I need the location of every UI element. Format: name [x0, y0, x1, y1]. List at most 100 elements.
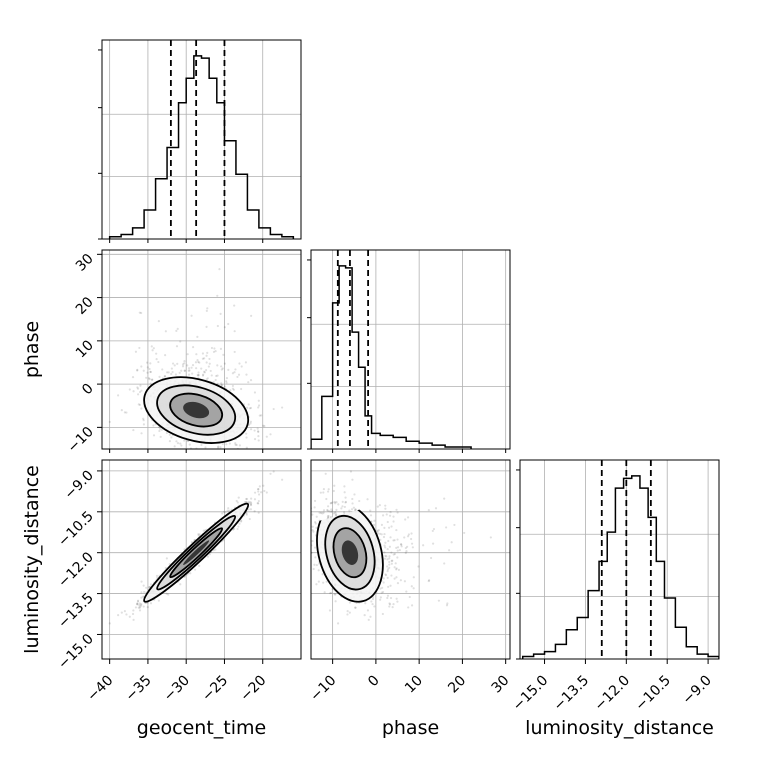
scatter-point: [381, 586, 384, 589]
scatter-point: [429, 556, 433, 560]
scatter-point: [180, 468, 182, 470]
scatter-point: [215, 374, 218, 378]
scatter-point: [138, 606, 141, 609]
scatter-point: [225, 380, 228, 383]
scatter-point: [140, 591, 143, 594]
scatter-point: [437, 599, 441, 602]
scatter-point: [335, 501, 338, 504]
scatter-point: [131, 376, 135, 379]
scatter-point: [238, 522, 241, 525]
scatter-point: [204, 368, 208, 372]
scatter-point: [398, 548, 401, 552]
scatter-point: [389, 596, 393, 600]
scatter-point: [315, 515, 318, 518]
scatter-point: [431, 542, 435, 545]
scatter-point: [123, 610, 126, 613]
scatter-point: [383, 532, 386, 536]
scatter-point: [334, 502, 337, 505]
scatter-point: [308, 533, 310, 535]
scatter-point: [422, 544, 425, 547]
scatter-point: [364, 602, 367, 605]
scatter-point: [445, 604, 449, 607]
scatter-point: [319, 511, 323, 515]
x-axis-label-phase: phase: [382, 717, 439, 739]
scatter-point: [249, 420, 253, 423]
scatter-point: [173, 364, 176, 367]
scatter-point: [219, 312, 222, 315]
scatter-point: [120, 611, 123, 614]
scatter-point: [168, 440, 171, 443]
scatter-point: [205, 378, 208, 381]
scatter-point: [247, 403, 250, 406]
scatter-point: [170, 367, 173, 370]
scatter-point: [160, 428, 163, 431]
y-tick-label: 10: [73, 337, 97, 361]
scatter-point: [197, 373, 200, 376]
scatter-point: [180, 444, 183, 447]
scatter-point: [302, 554, 304, 556]
scatter-point: [208, 553, 211, 556]
scatter-point: [329, 502, 332, 505]
scatter-point: [366, 609, 370, 612]
scatter-point: [383, 557, 387, 560]
scatter-point: [183, 362, 186, 365]
scatter-point: [326, 505, 330, 508]
scatter-point: [394, 562, 397, 565]
scatter-point: [188, 369, 191, 372]
scatter-point: [312, 530, 315, 533]
scatter-point: [221, 442, 224, 446]
scatter-point: [132, 618, 135, 621]
scatter-point: [281, 406, 284, 409]
scatter-point: [327, 514, 330, 518]
scatter-point: [165, 557, 168, 560]
scatter-point: [188, 443, 191, 446]
scatter-point: [195, 367, 198, 370]
scatter-point: [322, 511, 325, 514]
scatter-point: [326, 515, 330, 518]
scatter-point: [297, 548, 299, 550]
scatter-point: [396, 549, 399, 552]
scatter-point: [108, 420, 111, 424]
scatter-point: [233, 350, 236, 354]
scatter-point: [265, 491, 268, 494]
scatter-point: [388, 603, 392, 606]
scatter-point: [150, 378, 154, 381]
scatter-point: [247, 508, 250, 511]
scatter-point: [330, 510, 333, 513]
scatter-point: [142, 419, 145, 422]
scatter-point: [376, 532, 380, 535]
scatter-point: [407, 533, 410, 536]
y-tick-label: −13.5: [55, 590, 97, 632]
scatter-point: [386, 520, 389, 524]
scatter-point: [395, 567, 398, 570]
scatter-point: [395, 576, 398, 579]
scatter-point: [353, 493, 356, 496]
scatter-point: [325, 497, 328, 501]
scatter-point: [236, 501, 239, 504]
scatter-point: [212, 350, 216, 354]
scatter-point: [256, 501, 259, 505]
scatter-point: [386, 596, 389, 600]
scatter-point: [140, 311, 143, 315]
scatter-point: [137, 606, 140, 609]
x-tick-label: −15.0: [510, 673, 552, 715]
scatter-point: [191, 364, 195, 367]
scatter-point: [170, 372, 173, 376]
scatter-point: [384, 546, 387, 549]
panel-frame: [101, 39, 302, 240]
scatter-point: [138, 602, 141, 605]
scatter-point: [443, 562, 446, 565]
scatter-point: [388, 545, 392, 548]
scatter-point: [233, 371, 236, 374]
scatter-point: [157, 360, 160, 364]
scatter-point: [136, 599, 140, 602]
scatter-point: [383, 526, 386, 529]
scatter-point: [354, 508, 357, 511]
scatter-point: [341, 505, 344, 508]
scatter-point: [220, 365, 223, 368]
scatter-point: [218, 268, 221, 271]
scatter-point: [158, 427, 162, 430]
scatter-point: [443, 497, 446, 500]
scatter-point: [165, 592, 168, 595]
